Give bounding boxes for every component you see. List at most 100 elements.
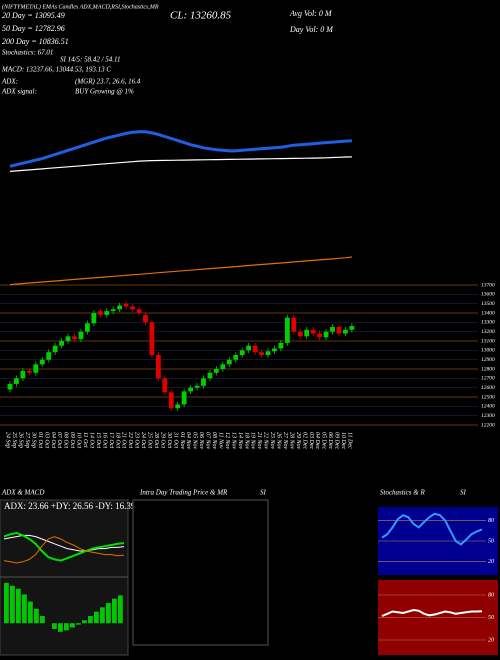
x-tick-label: 05 Dec [321, 432, 327, 449]
x-tick-label: 11 Nov [217, 432, 223, 449]
annotation: MACD: 13237.66, 13044.53, 193.13 C [1, 66, 111, 74]
candle-body [110, 309, 116, 312]
candle-body [7, 383, 13, 390]
x-tick-label: 10 Oct [76, 432, 82, 448]
candle-body [168, 392, 174, 409]
x-tick-label: 30 Sep [30, 431, 36, 448]
x-tick-label: 07 Oct [56, 432, 62, 448]
candle-body [117, 305, 123, 310]
macd-bar [34, 608, 39, 624]
panel-subtitle: ADX: 23.66 +DY: 26.56 -DY: 16.39 [4, 501, 136, 511]
candle-body [317, 333, 322, 338]
candle-body [349, 326, 355, 330]
macd-bar [64, 623, 69, 631]
candle-body [39, 359, 45, 365]
x-tick-label: 12 Nov [224, 432, 230, 450]
macd-bar [118, 595, 123, 624]
x-tick-label: 08 Oct [63, 432, 69, 448]
candle-body [72, 336, 77, 340]
panel-subtitle: SI [460, 489, 467, 497]
y-tick-label: 12900 [481, 357, 495, 363]
x-tick-label: 14 Oct [88, 432, 95, 448]
macd-bar [40, 616, 45, 624]
candle-body [46, 352, 52, 360]
candle-body [97, 311, 103, 315]
candle-body [226, 359, 232, 365]
y-tick-label: 13400 [481, 309, 495, 316]
candle-body [188, 387, 193, 392]
x-tick-label: 02 Dec [301, 432, 307, 449]
candle-body [310, 329, 316, 334]
macd-bar [16, 588, 21, 624]
panel-title: Intra Day Trading Price & MR [139, 489, 228, 497]
x-tick-label: 28 Nov [288, 432, 294, 450]
x-tick-label: 27 Sep [24, 432, 30, 448]
candle-body [214, 369, 219, 373]
candle-body [175, 404, 181, 409]
x-tick-label: 31 Oct [172, 431, 178, 448]
annotation: CL: 13260.85 [170, 10, 232, 22]
y-tick-label: 80 [488, 592, 494, 598]
macd-bar [4, 582, 9, 624]
y-tick-label: 12800 [481, 366, 495, 372]
candle-body [155, 355, 161, 379]
x-tick-label: 04 Oct [50, 432, 57, 448]
candle-body [143, 314, 148, 323]
macd-bar [82, 620, 87, 624]
x-tick-label: 26 Sep [18, 432, 24, 448]
x-tick-label: 10 Dec [340, 432, 346, 449]
x-tick-label: 18 Nov [243, 432, 249, 450]
panel-title: Stochastics & R [380, 489, 425, 497]
panel-title: ADX & MACD [1, 489, 44, 497]
macd-bar [100, 607, 105, 624]
x-tick-label: 04 Nov [185, 432, 192, 450]
x-tick-label: 18 Oct [114, 432, 120, 448]
macd-bar [76, 623, 81, 625]
x-tick-label: 29 Nov [295, 432, 301, 450]
annotation: SI 14/5: 58.42 / 54.11 [60, 56, 121, 64]
x-tick-label: 26 Nov [276, 432, 282, 450]
x-tick-label: 05 Nov [192, 432, 198, 450]
indicator-line [3, 536, 125, 564]
y-tick-label: 13000 [481, 348, 495, 354]
x-tick-label: 03 Dec [308, 432, 314, 449]
x-tick-label: 15 Oct [95, 432, 101, 448]
candle-body [233, 355, 239, 360]
candle-body [14, 378, 19, 384]
annotation: 50 Day = 12782.96 [2, 24, 65, 33]
annotation: ADX: [1, 78, 18, 86]
y-tick-label: 13600 [481, 292, 495, 298]
candle-body [304, 329, 310, 337]
x-tick-label: 16 Oct [101, 432, 107, 448]
candle-body [123, 303, 129, 307]
x-tick-label: 29 Oct [159, 432, 165, 448]
x-tick-label: 01 Nov [179, 432, 185, 450]
x-tick-label: 25 Sep [11, 432, 17, 448]
annotation: (MGR) 23.7, 26.6, 16.4 [75, 78, 141, 86]
candle-body [20, 370, 26, 379]
y-tick-label: 50 [488, 538, 494, 544]
x-tick-label: 13 Nov [230, 432, 236, 450]
annotation: Day Vol: 0 M [289, 25, 334, 34]
x-tick-label: 17 Oct [108, 432, 114, 448]
candle-body [246, 345, 252, 351]
macd-bar [22, 594, 27, 624]
candle-body [201, 378, 206, 386]
candle-body [259, 352, 264, 355]
candle-body [278, 342, 284, 349]
annotation: 200 Day = 10836.51 [2, 37, 69, 46]
macd-bar [94, 611, 99, 624]
candle-body [136, 309, 142, 313]
candle-body [162, 378, 168, 393]
candle-body [59, 341, 64, 346]
x-tick-label: 08 Nov [211, 432, 217, 450]
y-tick-label: 20 [488, 637, 494, 643]
x-tick-label: 06 Nov [198, 432, 204, 450]
candle-body [323, 331, 329, 338]
candle-body [297, 331, 303, 337]
macd-bar [88, 616, 93, 624]
y-tick-label: 12300 [481, 413, 495, 419]
y-tick-label: 50 [488, 615, 494, 621]
y-tick-label: 13100 [481, 338, 495, 344]
